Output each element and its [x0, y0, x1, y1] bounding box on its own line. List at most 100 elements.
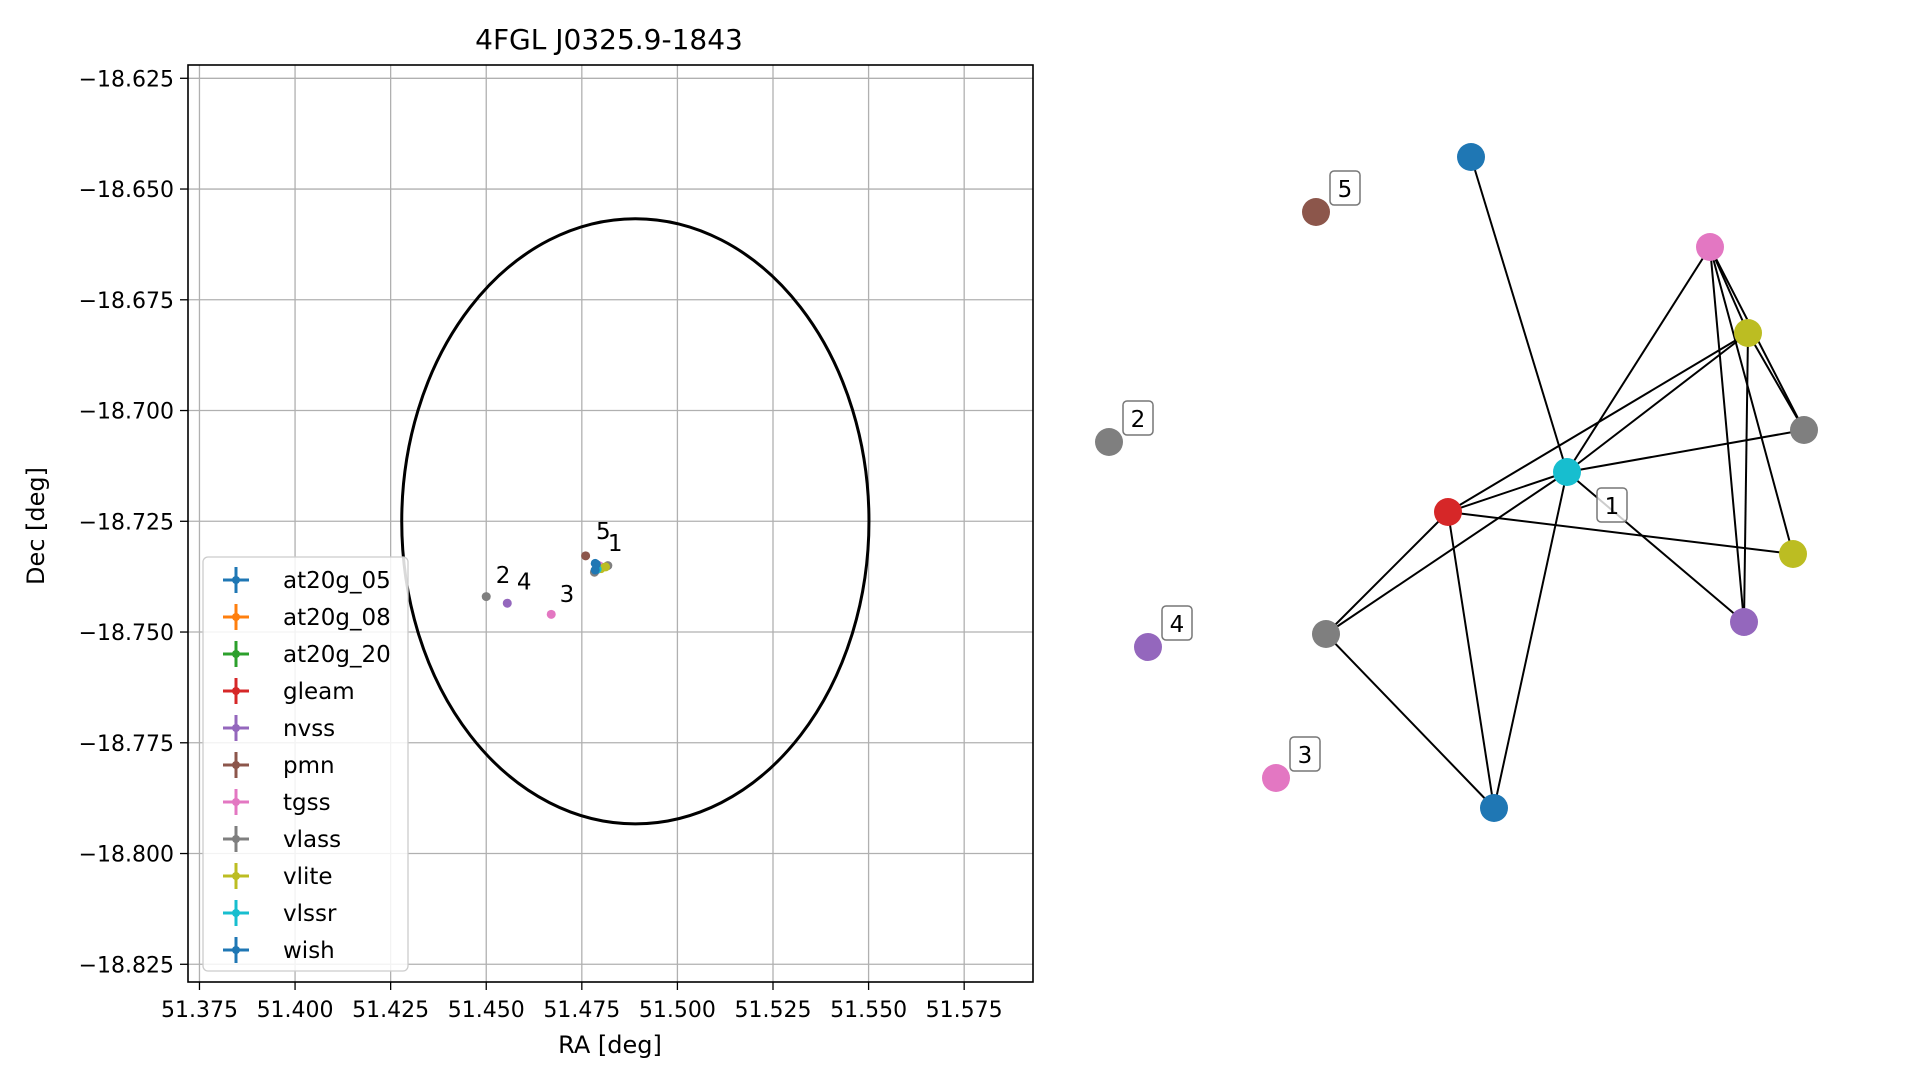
legend-label: tgss: [283, 790, 331, 816]
network-node: [1779, 540, 1807, 568]
data-points-layer: [481, 551, 613, 619]
network-edge: [1447, 332, 1749, 513]
x-axis-ticks: 51.375 51.400 51.425 51.450 51.475 51.500 51.5…: [161, 982, 1003, 1023]
x-tick-label: 51.575: [926, 998, 1003, 1023]
point-label: 3: [560, 582, 575, 608]
network-node: [1790, 416, 1818, 444]
legend-label: pmn: [283, 753, 335, 779]
y-axis-label: Dec [deg]: [22, 467, 50, 585]
network-node-label: 3: [1289, 736, 1321, 772]
network-edge: [1447, 471, 1568, 513]
network-node: [1553, 458, 1581, 486]
legend-label: at20g_05: [283, 568, 391, 594]
network-nodes: [1095, 143, 1818, 822]
y-tick-label: −18.650: [79, 178, 174, 203]
data-point-wish: [590, 565, 600, 575]
network-node: [1696, 233, 1724, 261]
legend-label: at20g_08: [283, 605, 391, 631]
network-node: [1095, 428, 1123, 456]
y-tick-label: −18.750: [79, 621, 174, 646]
x-tick-label: 51.525: [735, 998, 812, 1023]
node-label-box: [1329, 170, 1361, 206]
data-point-pmn: [581, 551, 591, 561]
data-point-nvss: [502, 598, 512, 608]
y-tick-label: −18.725: [79, 510, 174, 535]
legend-item: vlssr: [223, 900, 337, 927]
y-tick-label: −18.825: [79, 953, 174, 978]
legend-item: vlass: [223, 826, 341, 853]
legend-label: vlite: [283, 864, 333, 890]
point-label: 5: [596, 519, 611, 545]
y-tick-label: −18.700: [79, 400, 174, 425]
network-edge: [1747, 332, 1805, 431]
network-edge: [1566, 471, 1745, 623]
point-label: 1: [608, 531, 623, 557]
node-label-text: 2: [1131, 407, 1146, 433]
network-edge: [1743, 332, 1749, 623]
legend-label: at20g_20: [283, 642, 391, 668]
legend-label: gleam: [283, 679, 355, 705]
y-axis-ticks: −18.625 −18.650 −18.675 −18.700 −18.725 −18.7…: [79, 67, 188, 978]
network-node: [1480, 794, 1508, 822]
network-edge: [1709, 246, 1745, 623]
legend-item: at20g_20: [223, 641, 391, 668]
network-node: [1302, 198, 1330, 226]
legend-marker-dot: [232, 687, 240, 695]
legend-marker-dot: [232, 909, 240, 917]
network-edge: [1566, 332, 1749, 473]
uncertainty-ellipse-layer: [400, 217, 871, 826]
x-tick-label: 51.375: [161, 998, 238, 1023]
x-tick-label: 51.550: [830, 998, 907, 1023]
legend-item: gleam: [223, 678, 355, 705]
network-node: [1262, 764, 1290, 792]
grid-lines: [188, 65, 1033, 982]
network-node-label: 2: [1122, 400, 1154, 436]
legend-marker-dot: [232, 761, 240, 769]
scatter-panel: 1 2 3 4 5 51.375 51.400 51.425 51.450 51.475 51.5…: [22, 23, 1034, 1059]
axes-frame: [187, 64, 1034, 983]
network-node: [1730, 608, 1758, 636]
legend-marker-dot: [232, 650, 240, 658]
legend-label: nvss: [283, 716, 335, 742]
x-tick-label: 51.500: [639, 998, 716, 1023]
x-tick-label: 51.475: [543, 998, 620, 1023]
node-label-box: [1289, 736, 1321, 772]
node-label-text: 4: [1170, 612, 1185, 638]
legend-item: at20g_08: [223, 604, 391, 631]
network-edges: [1325, 156, 1805, 809]
legend-marker-dot: [232, 872, 240, 880]
network-node: [1457, 143, 1485, 171]
legend-label: vlssr: [283, 901, 337, 927]
point-labels-layer: 1 2 3 4 5: [496, 519, 623, 608]
network-node: [1312, 620, 1340, 648]
x-tick-label: 51.425: [352, 998, 429, 1023]
network-edge: [1709, 246, 1794, 555]
legend-marker-dot: [232, 576, 240, 584]
x-axis-label: RA [deg]: [558, 1031, 662, 1059]
network-node: [1434, 498, 1462, 526]
network-edge: [1447, 511, 1794, 555]
network-edge: [1566, 246, 1711, 473]
uncertainty-ellipse: [400, 217, 871, 826]
data-point-vlite: [601, 562, 611, 572]
legend-marker-dot: [232, 724, 240, 732]
legend-item: nvss: [223, 715, 335, 742]
legend-label: vlass: [283, 827, 341, 853]
network-panel: 5 2 1 4 3: [1095, 143, 1818, 822]
network-node-label: 5: [1329, 170, 1361, 206]
legend-item: vlite: [223, 863, 333, 890]
point-label: 2: [496, 563, 511, 589]
legend-box: [202, 556, 409, 972]
network-edge: [1325, 633, 1495, 809]
node-label-box: [1161, 605, 1193, 641]
network-node-label: 4: [1161, 605, 1193, 641]
legend-item: tgss: [223, 789, 331, 816]
network-node-label: 1: [1596, 487, 1628, 523]
node-label-text: 1: [1605, 494, 1620, 520]
node-label-text: 5: [1338, 177, 1353, 203]
network-edge: [1325, 511, 1449, 635]
node-label-box: [1596, 487, 1628, 523]
legend-item: wish: [223, 937, 335, 964]
